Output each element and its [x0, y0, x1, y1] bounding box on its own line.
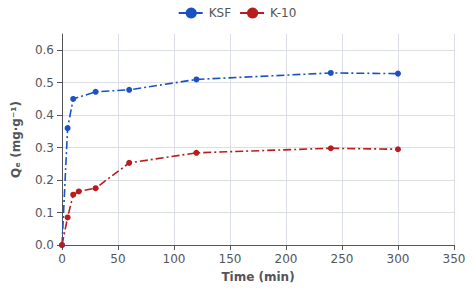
- svg-text:0.4: 0.4: [35, 108, 54, 122]
- svg-text:300: 300: [387, 252, 410, 266]
- svg-text:200: 200: [275, 252, 298, 266]
- svg-text:0.5: 0.5: [35, 76, 54, 90]
- svg-text:0.0: 0.0: [35, 238, 54, 252]
- svg-text:0.6: 0.6: [35, 43, 54, 57]
- svg-text:Time (min): Time (min): [221, 270, 294, 284]
- svg-text:250: 250: [331, 252, 354, 266]
- svg-text:350: 350: [443, 252, 466, 266]
- svg-text:150: 150: [219, 252, 242, 266]
- svg-text:0.1: 0.1: [35, 206, 54, 220]
- svg-text:K-10: K-10: [270, 6, 296, 20]
- svg-text:0.2: 0.2: [35, 173, 54, 187]
- svg-text:0: 0: [58, 252, 66, 266]
- svg-text:100: 100: [163, 252, 186, 266]
- svg-text:KSF: KSF: [209, 6, 231, 20]
- svg-text:0.3: 0.3: [35, 141, 54, 155]
- svg-text:50: 50: [110, 252, 125, 266]
- svg-text:Qₑ (mg·g⁻¹): Qₑ (mg·g⁻¹): [9, 101, 23, 178]
